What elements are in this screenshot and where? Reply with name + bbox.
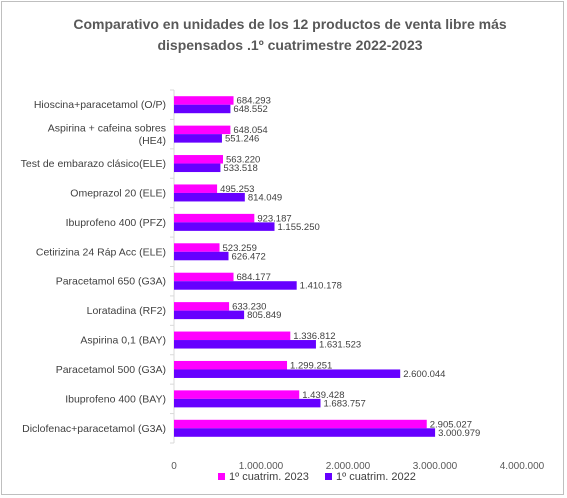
data-label-2023: 648.054 <box>233 125 267 136</box>
bar-2022 <box>174 222 275 231</box>
bar-2023 <box>174 272 234 282</box>
data-label-2023: 523.259 <box>223 243 257 254</box>
data-label-2022: 1.410.178 <box>300 281 342 292</box>
category-label: Ibuprofeno 400 (BAY) <box>65 393 166 405</box>
legend-swatch-2023 <box>218 473 225 480</box>
data-label-2022: 1.155.250 <box>278 222 320 233</box>
bar-2023 <box>174 243 220 252</box>
bar-2023 <box>174 213 255 223</box>
category-label: Cetirizina 24 Ráp Acc (ELE) <box>36 246 166 258</box>
bar-2023 <box>174 331 291 341</box>
data-label-2022: 626.472 <box>232 251 266 262</box>
legend-label-2022: 1º cuatrim. 2022 <box>336 471 416 483</box>
x-tick-label: 3.000.000 <box>413 461 458 472</box>
data-label-2022: 533.518 <box>223 163 257 174</box>
bar-2022 <box>174 369 401 378</box>
data-label-2022: 1.631.523 <box>319 340 361 351</box>
bar-2022 <box>174 104 231 114</box>
chart-title: Comparativo en unidades de los 12 produc… <box>73 16 507 53</box>
category-label: Loratadina (RF2) <box>87 305 166 317</box>
category-label: Test de embarazo clásico(ELE) <box>21 158 166 170</box>
bar-2022 <box>174 163 221 173</box>
data-label-2022: 648.552 <box>233 104 267 115</box>
legend-swatch-2022 <box>325 473 332 480</box>
category-label: Paracetamol 650 (G3A) <box>56 276 166 288</box>
bar-2022 <box>174 281 297 290</box>
category-label: Paracetamol 500 (G3A) <box>56 364 166 376</box>
category-label: Hioscina+paracetamol (O/P) <box>34 99 166 111</box>
data-label-2023: 684.177 <box>237 272 271 283</box>
bar-2022 <box>174 428 436 437</box>
bar-2023 <box>174 125 231 135</box>
data-label-2023: 1.299.251 <box>290 360 332 371</box>
x-tick-label: 2.000.000 <box>326 461 371 472</box>
data-label-2022: 1.683.757 <box>323 398 365 409</box>
data-label-2023: 633.230 <box>232 302 266 313</box>
bar-2023 <box>174 360 288 370</box>
x-tick-label: 0 <box>171 461 177 472</box>
data-label-2023: 684.293 <box>237 96 271 107</box>
data-label-2022: 3.000.979 <box>438 428 480 439</box>
bar-2023 <box>174 419 427 429</box>
bar-2022 <box>174 398 321 408</box>
data-label-2022: 2.600.044 <box>403 369 445 380</box>
bar-2023 <box>174 155 224 164</box>
bar-2023 <box>174 390 300 399</box>
data-label-2023: 1.336.812 <box>293 331 335 342</box>
data-label-2023: 2.905.027 <box>430 419 472 430</box>
data-label-2023: 923.187 <box>257 213 291 224</box>
bar-2022 <box>174 192 245 202</box>
data-label-2023: 1.439.428 <box>302 390 344 401</box>
bar-2023 <box>174 184 218 193</box>
bar-2023 <box>174 96 234 105</box>
bar-2022 <box>174 251 229 261</box>
category-label: Ibuprofeno 400 (PFZ) <box>66 217 166 229</box>
category-label: Diclofenac+paracetamol (G3A) <box>22 423 166 435</box>
data-label-2023: 563.220 <box>226 155 260 166</box>
x-tick-label: 4.000.000 <box>500 461 545 472</box>
bar-2022 <box>174 340 316 349</box>
legend-label-2023: 1º cuatrim. 2023 <box>229 471 309 483</box>
category-label: Aspirina 0,1 (BAY) <box>80 335 166 347</box>
x-tick-label: 1.000.000 <box>239 461 284 472</box>
data-label-2023: 495.253 <box>220 184 254 195</box>
bar-2023 <box>174 302 230 311</box>
category-label: Aspirina + cafeina sobres <box>48 123 166 135</box>
data-label-2022: 814.049 <box>248 192 282 203</box>
bar-2022 <box>174 310 245 320</box>
data-label-2022: 551.246 <box>225 134 259 145</box>
data-label-2022: 805.849 <box>247 310 281 321</box>
category-label: (HE4) <box>139 135 166 147</box>
bar-2022 <box>174 134 222 143</box>
category-label: Omeprazol 20 (ELE) <box>70 187 166 199</box>
